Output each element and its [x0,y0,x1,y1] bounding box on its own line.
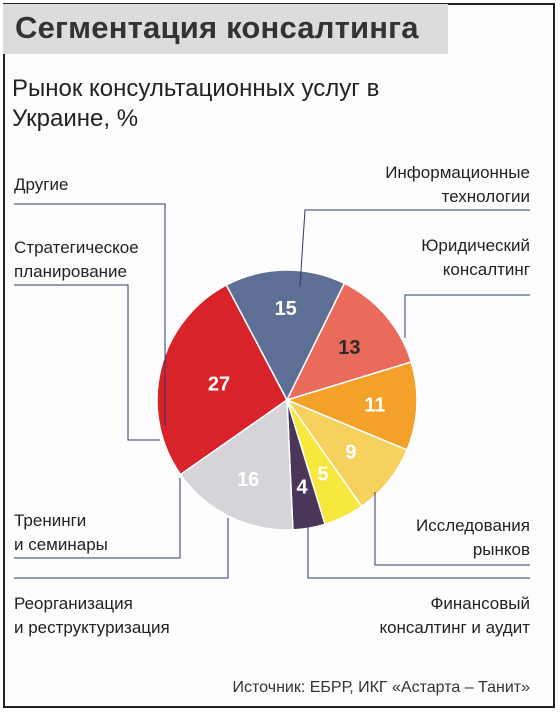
slice-value-финансовый-консалтинг-и-аудит: 11 [364,394,385,416]
slice-values: 27 15 13 11 954 16 [208,298,386,499]
slice-value-другие: 4 [296,477,308,499]
leader-line-тренинги-и-семинары [14,478,181,559]
slice-value-информационные-технологии: 27 [208,374,230,396]
slice-label-реорганизация-и-реструктуризация: Реорганизация и реструктуризация [14,594,170,637]
slice-label-line: Информационные [385,163,530,182]
slice-label-информационные-технологии: Информационные технологии [385,163,530,206]
leader-line-информационные-технологии [299,209,530,287]
slice-label-стратегическое-планирование: Стратегическое планирование [14,238,139,281]
slice-label-line: Исследования [416,516,530,535]
slice-label-line: и семинары [14,535,108,554]
leader-line-исследования-рынков [374,492,530,566]
chart-title: Сегментация консалтинга [15,10,419,45]
slice-label-line: Тренинги [14,511,86,530]
slice-value-исследования-рынков: 13 [338,337,360,359]
pie-slice-финансовый-консалтинг-и-аудит [284,361,418,451]
slice-label-line: Стратегическое [14,238,139,257]
slice-value-тренинги-и-семинары: 5 [317,464,328,486]
title-band: Сегментация консалтинга [3,4,448,54]
slice-label-line: консалтинг и аудит [379,618,530,637]
slice-value-реорганизация-и-реструктуризация: 9 [345,441,356,463]
leader-line-стратегическое-планирование [14,284,160,441]
slice-label-line: рынков [473,540,530,559]
leader-line-другие [14,203,166,426]
slice-value-юридический-консалтинг: 15 [275,298,297,320]
leader-line-финансовый-консалтинг-и-аудит [307,524,530,579]
source-note: Источник: ЕБРР, ИКГ «Астарта – Танит» [233,679,531,696]
leader-line-реорганизация-и-реструктуризация [14,518,229,579]
pie-slice-стратегическое-планирование [179,398,294,531]
chart-subtitle: Рынок консультационных услуг в Украине, … [12,75,380,132]
pie-slice-юридический-консалтинг [225,269,346,402]
slice-label-финансовый-консалтинг-и-аудит: Финансовый консалтинг и аудит [379,594,530,637]
slice-label-другие: Другие [14,175,68,194]
leader-lines [14,203,530,579]
slice-label-line: Юридический [421,236,530,255]
slice-label-line: консалтинг [443,260,530,279]
pie-slices [156,269,418,531]
slice-label-тренинги-и-семинары: Тренинги и семинары [14,511,108,554]
slice-label-line: Реорганизация [14,594,133,613]
slice-label-юридический-консалтинг: Юридический консалтинг [421,236,530,279]
pie-slice-информационные-технологии [156,283,288,476]
leader-line-юридический-консалтинг [404,294,530,338]
slice-label-line: и реструктуризация [14,618,170,637]
slice-label-line: планирование [14,262,127,281]
slice-label-исследования-рынков: Исследования рынков [416,516,530,559]
slice-labels: Информационные технологии Юридический конса… [14,163,530,637]
slice-label-line: Финансовый [430,594,530,613]
slice-label-line: технологии [442,187,530,206]
slice-value-стратегическое-планирование: 16 [237,469,259,491]
slice-label-line: Другие [14,175,68,194]
